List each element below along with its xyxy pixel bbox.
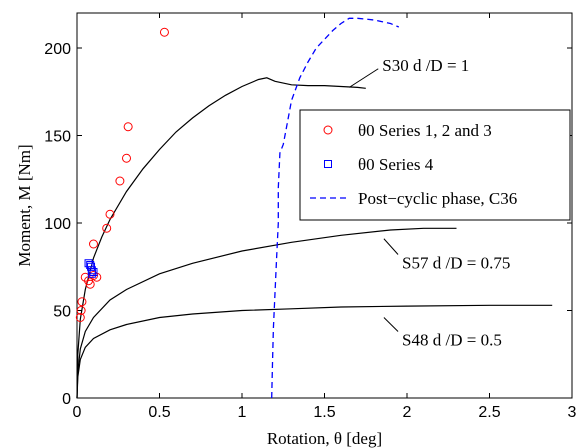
legend-label: θ0 Series 4 <box>358 155 434 174</box>
series-1-2-3-point <box>102 223 112 233</box>
y-tick-label: 100 <box>44 216 71 233</box>
curve-annotation: S30 d /D = 1 <box>382 56 469 75</box>
y-axis-label: Moment, M [Nm] <box>15 144 34 266</box>
legend-label: θ0 Series 1, 2 and 3 <box>358 121 492 140</box>
curve-annotation: S57 d /D = 0.75 <box>402 254 510 273</box>
legend: θ0 Series 1, 2 and 3 θ0 Series 4 Post−cycl… <box>299 109 571 221</box>
y-tick-label: 50 <box>53 304 71 321</box>
legend-square-marker <box>324 160 332 168</box>
x-tick-label: 0 <box>73 404 82 421</box>
legend-circle-marker <box>323 125 333 135</box>
annotation-pointer <box>383 317 399 332</box>
y-tick-label: 200 <box>44 41 71 58</box>
series-1-2-3-point <box>77 297 87 307</box>
post-cyclic-curve <box>271 17 400 399</box>
annotations: S30 d /D = 1 S57 d /D = 0.75 S48 d /D = 0.… <box>348 56 510 350</box>
x-tick-label: 0.5 <box>148 404 170 421</box>
annotation-pointer <box>348 68 379 88</box>
tick-labels: 0 0.5 1 1.5 2 2.5 3 0 50 100 150 200 <box>44 41 576 421</box>
moment-rotation-curve-1 <box>76 227 457 399</box>
x-tick-label: 2 <box>403 404 412 421</box>
x-axis-label: Rotation, θ [deg] <box>267 429 382 448</box>
series-1-2-3-point <box>115 176 125 186</box>
series-4-point <box>87 262 96 271</box>
moment-rotation-curve-2 <box>76 304 553 399</box>
series-1-2-3-point <box>123 122 133 132</box>
series-1-2-3-point <box>75 313 85 322</box>
legend-box <box>299 109 571 221</box>
x-tick-label: 1.5 <box>313 404 335 421</box>
series-1-2-3-point <box>122 153 131 163</box>
series-1-2-3-point <box>159 27 169 37</box>
legend-label: Post−cyclic phase, C36 <box>358 189 517 208</box>
x-tick-label: 1 <box>238 404 247 421</box>
x-tick-label: 2.5 <box>478 404 500 421</box>
series-4-point <box>89 268 98 276</box>
series-1-2-3-point <box>105 209 115 219</box>
series-1-2-3-point <box>85 279 95 289</box>
x-tick-label: 3 <box>568 404 577 421</box>
y-tick-label: 0 <box>62 391 71 408</box>
series-1-2-3-point <box>89 239 98 249</box>
data-series <box>75 17 553 399</box>
series-1-2-3-point <box>76 306 86 315</box>
curve-annotation: S48 d /D = 0.5 <box>402 331 502 350</box>
y-tick-label: 150 <box>44 129 71 146</box>
annotation-pointer <box>383 238 399 255</box>
